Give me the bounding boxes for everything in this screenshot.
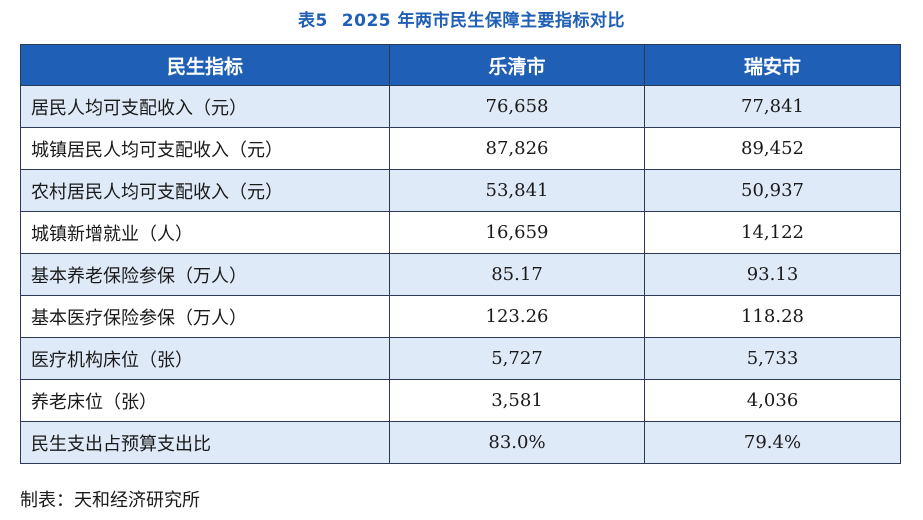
ruian-value: 4,036: [644, 379, 901, 422]
yueqing-value: 85.17: [389, 253, 645, 296]
yueqing-value: 53,841: [389, 169, 645, 212]
header-yueqing: 乐清市: [389, 44, 645, 86]
yueqing-value: 123.26: [389, 295, 645, 338]
row-label: 基本医疗保险参保（万人）: [20, 295, 390, 338]
table-row: 民生支出占预算支出比 83.0% 79.4%: [20, 421, 901, 464]
table-row: 居民人均可支配收入（元） 76,658 77,841: [20, 85, 901, 128]
table-row: 基本养老保险参保（万人） 85.17 93.13: [20, 253, 901, 296]
yueqing-value: 16,659: [389, 211, 645, 254]
ruian-value: 93.13: [644, 253, 901, 296]
table-row: 农村居民人均可支配收入（元） 53,841 50,937: [20, 169, 901, 212]
yueqing-value: 76,658: [389, 85, 645, 128]
yueqing-value: 5,727: [389, 337, 645, 380]
indicator-table: 民生指标 乐清市 瑞安市 居民人均可支配收入（元） 76,658 77,841 …: [20, 44, 901, 464]
yueqing-value: 87,826: [389, 127, 645, 170]
ruian-value: 77,841: [644, 85, 901, 128]
yueqing-value: 83.0%: [389, 421, 645, 464]
header-row: 民生指标 乐清市 瑞安市: [20, 44, 901, 86]
row-label: 居民人均可支配收入（元）: [20, 85, 390, 128]
source-note: 制表：天和经济研究所: [20, 490, 200, 511]
table-row: 养老床位（张） 3,581 4,036: [20, 379, 901, 422]
table-title-text: 2025 年两市民生保障主要指标对比: [341, 11, 626, 31]
ruian-value: 5,733: [644, 337, 901, 380]
row-label: 民生支出占预算支出比: [20, 421, 390, 464]
header-ruian: 瑞安市: [644, 44, 901, 86]
table-row: 城镇居民人均可支配收入（元） 87,826 89,452: [20, 127, 901, 170]
table-number: 表5: [297, 11, 328, 31]
ruian-value: 14,122: [644, 211, 901, 254]
header-indicator: 民生指标: [20, 44, 390, 86]
ruian-value: 89,452: [644, 127, 901, 170]
row-label: 农村居民人均可支配收入（元）: [20, 169, 390, 212]
row-label: 医疗机构床位（张）: [20, 337, 390, 380]
ruian-value: 50,937: [644, 169, 901, 212]
table-row: 城镇新增就业（人） 16,659 14,122: [20, 211, 901, 254]
row-label: 城镇居民人均可支配收入（元）: [20, 127, 390, 170]
row-label: 养老床位（张）: [20, 379, 390, 422]
table-row: 医疗机构床位（张） 5,727 5,733: [20, 337, 901, 380]
ruian-value: 79.4%: [644, 421, 901, 464]
table-row: 基本医疗保险参保（万人） 123.26 118.28: [20, 295, 901, 338]
row-label: 基本养老保险参保（万人）: [20, 253, 390, 296]
table-title: 表5 2025 年两市民生保障主要指标对比: [0, 6, 923, 31]
row-label: 城镇新增就业（人）: [20, 211, 390, 254]
ruian-value: 118.28: [644, 295, 901, 338]
yueqing-value: 3,581: [389, 379, 645, 422]
